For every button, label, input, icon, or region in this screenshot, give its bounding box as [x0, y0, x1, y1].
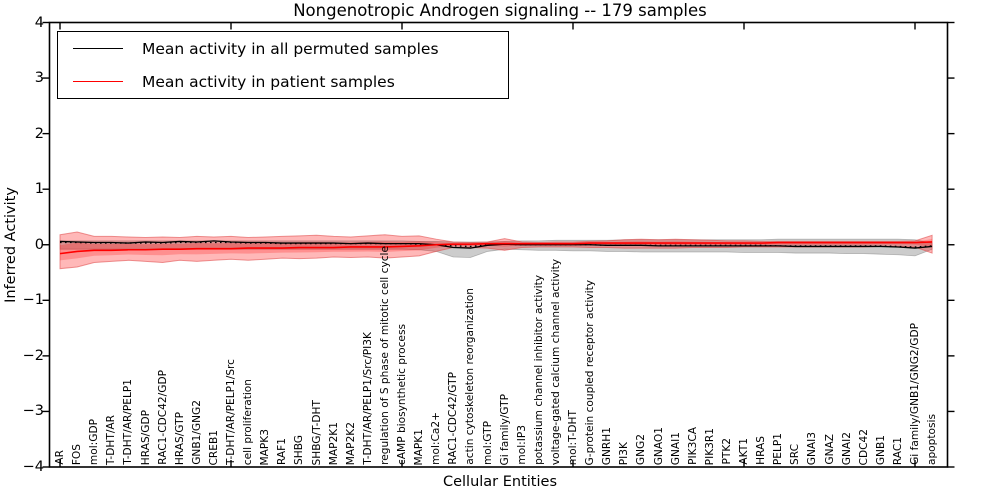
- x-tick-label: GNAI2: [840, 431, 853, 465]
- legend-label: Mean activity in patient samples: [142, 72, 395, 91]
- x-tick-label: PI3K: [618, 441, 631, 465]
- x-tick-label: PELP1: [772, 432, 785, 465]
- legend-line-sample: [73, 48, 123, 49]
- x-tick-label: MAPK3: [259, 428, 272, 465]
- x-tick-label: PIK3R1: [703, 427, 716, 465]
- x-tick-label: T-DHT/AR/PELP1: [122, 379, 135, 465]
- x-tick-label: HRAS: [755, 436, 768, 465]
- x-tick-label: actin cytoskeleton reorganization: [464, 288, 477, 465]
- x-tick-label: G-protein coupled receptor activity: [584, 279, 597, 465]
- x-tick-label: mol:Ca2+: [430, 412, 443, 465]
- x-tick-label: FOS: [71, 443, 84, 465]
- legend: Mean activity in all permuted samples Mea…: [57, 31, 509, 99]
- x-tick-label: T-DHT/AR/PELP1/Src: [224, 358, 237, 465]
- x-tick-label: cell proliferation: [242, 378, 255, 465]
- y-tick-label: −3: [22, 403, 44, 420]
- y-tick-label: −2: [22, 347, 44, 364]
- x-tick-label: MAPK1: [413, 428, 426, 465]
- x-tick-label: GNAO1: [652, 426, 665, 465]
- x-tick-label: SHBG/T-DHT: [310, 399, 323, 465]
- y-tick-label: 0: [34, 236, 44, 253]
- series-line-2: [59, 241, 933, 255]
- x-tick-label: CDC42: [857, 428, 870, 465]
- x-tick-label: GNAI3: [806, 431, 819, 465]
- x-tick-label: apoptosis: [926, 413, 939, 465]
- x-tick-label: GNB1: [874, 434, 887, 465]
- patient-band: [59, 231, 933, 270]
- y-tick-label: 4: [34, 14, 44, 31]
- x-tick-label: MAP2K1: [327, 421, 340, 465]
- x-tick-label: MAP2K2: [344, 421, 357, 465]
- y-tick-label: −4: [22, 459, 44, 475]
- x-tick-label: HRAS/GTP: [173, 411, 186, 465]
- patient-band-core: [60, 238, 933, 261]
- y-tick-label: −1: [22, 292, 44, 309]
- x-tick-label: SRC: [789, 444, 802, 465]
- x-tick-label: GNAZ: [823, 434, 836, 465]
- x-tick-label: GNRH1: [601, 426, 614, 465]
- x-tick-label: RAC1: [891, 436, 904, 465]
- x-tick-label: RAC1-CDC42/GTP: [447, 372, 460, 465]
- x-tick-label: mol:GDP: [88, 418, 101, 465]
- x-tick-label: mol:GTP: [481, 420, 494, 465]
- x-tick-label: SHBG: [293, 435, 306, 465]
- x-tick-label: AR: [53, 450, 66, 465]
- x-tick-label: regulation of S phase of mitotic cell cy…: [378, 246, 391, 465]
- x-tick-label: Gi family/GTP: [498, 393, 511, 465]
- x-tick-label: T-DHT/AR/PELP1/Src/PI3K: [361, 332, 374, 465]
- x-tick-label: potassium channel inhibitor activity: [532, 275, 545, 465]
- legend-entry: Mean activity in patient samples: [58, 66, 508, 97]
- x-tick-label: PTK2: [720, 438, 733, 465]
- y-tick-label: 2: [34, 125, 44, 142]
- x-tick-label: AKT1: [737, 438, 750, 465]
- x-tick-label: RAC1-CDC42/GDP: [156, 370, 169, 465]
- y-tick-label: 3: [34, 70, 44, 87]
- legend-label: Mean activity in all permuted samples: [142, 39, 439, 58]
- x-tick-label: cAMP biosynthetic process: [395, 323, 408, 465]
- x-tick-label: GNB1/GNG2: [190, 400, 203, 465]
- y-tick-label: 1: [34, 181, 44, 198]
- x-tick-label: GNAI1: [669, 431, 682, 465]
- x-tick-label: HRAS/GDP: [139, 409, 152, 465]
- x-axis-label: Cellular Entities: [442, 474, 558, 490]
- x-tick-label: voltage-gated calcium channel activity: [549, 258, 562, 465]
- x-tick-label: mol:T-DHT: [566, 409, 579, 465]
- x-tick-label: RAF1: [276, 437, 289, 465]
- x-tick-label: T-DHT/AR: [105, 414, 118, 465]
- x-tick-label: mol:IP3: [515, 425, 528, 465]
- x-tick-label: GNG2: [635, 433, 648, 465]
- x-tick-label: CREB1: [207, 429, 220, 465]
- series-line-1: [60, 241, 933, 248]
- chart-title: Nongenotropic Androgen signaling -- 179 …: [293, 1, 707, 20]
- legend-line-sample: [73, 81, 123, 82]
- x-tick-label: Gi family/GNB1/GNG2/GDP: [908, 323, 921, 465]
- x-tick-label: PIK3CA: [686, 427, 699, 465]
- legend-entry: Mean activity in all permuted samples: [58, 33, 508, 64]
